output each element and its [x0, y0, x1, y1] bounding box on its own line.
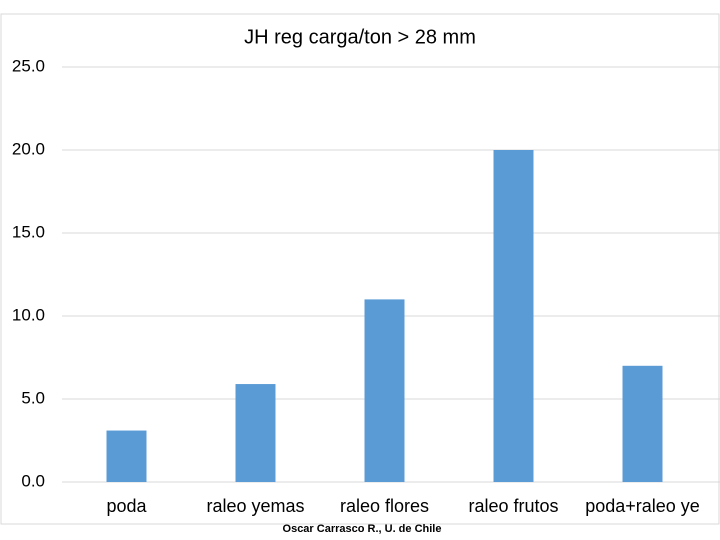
- y-tick-label: 10.0: [12, 305, 45, 324]
- y-tick-label: 15.0: [12, 222, 45, 241]
- x-tick-label: raleo flores: [340, 496, 429, 516]
- chart-title: JH reg carga/ton > 28 mm: [244, 26, 476, 48]
- bar: [106, 430, 147, 482]
- x-tick-label: raleo frutos: [468, 496, 558, 516]
- x-tick-label: poda: [106, 496, 147, 516]
- y-tick-label: 25.0: [12, 56, 45, 75]
- bar: [235, 384, 276, 482]
- y-tick-label: 0.0: [21, 471, 45, 490]
- bar: [364, 299, 405, 482]
- footer: Oscar Carrasco R., U. de Chile: [283, 523, 442, 535]
- x-tick-label: raleo yemas: [206, 496, 304, 516]
- x-tick-label: poda+raleo ye: [585, 496, 700, 516]
- bar: [493, 150, 534, 482]
- bar: [622, 365, 663, 482]
- chart-frame: [0, 13, 720, 525]
- y-tick-label: 5.0: [21, 388, 45, 407]
- y-tick-label: 20.0: [12, 139, 45, 158]
